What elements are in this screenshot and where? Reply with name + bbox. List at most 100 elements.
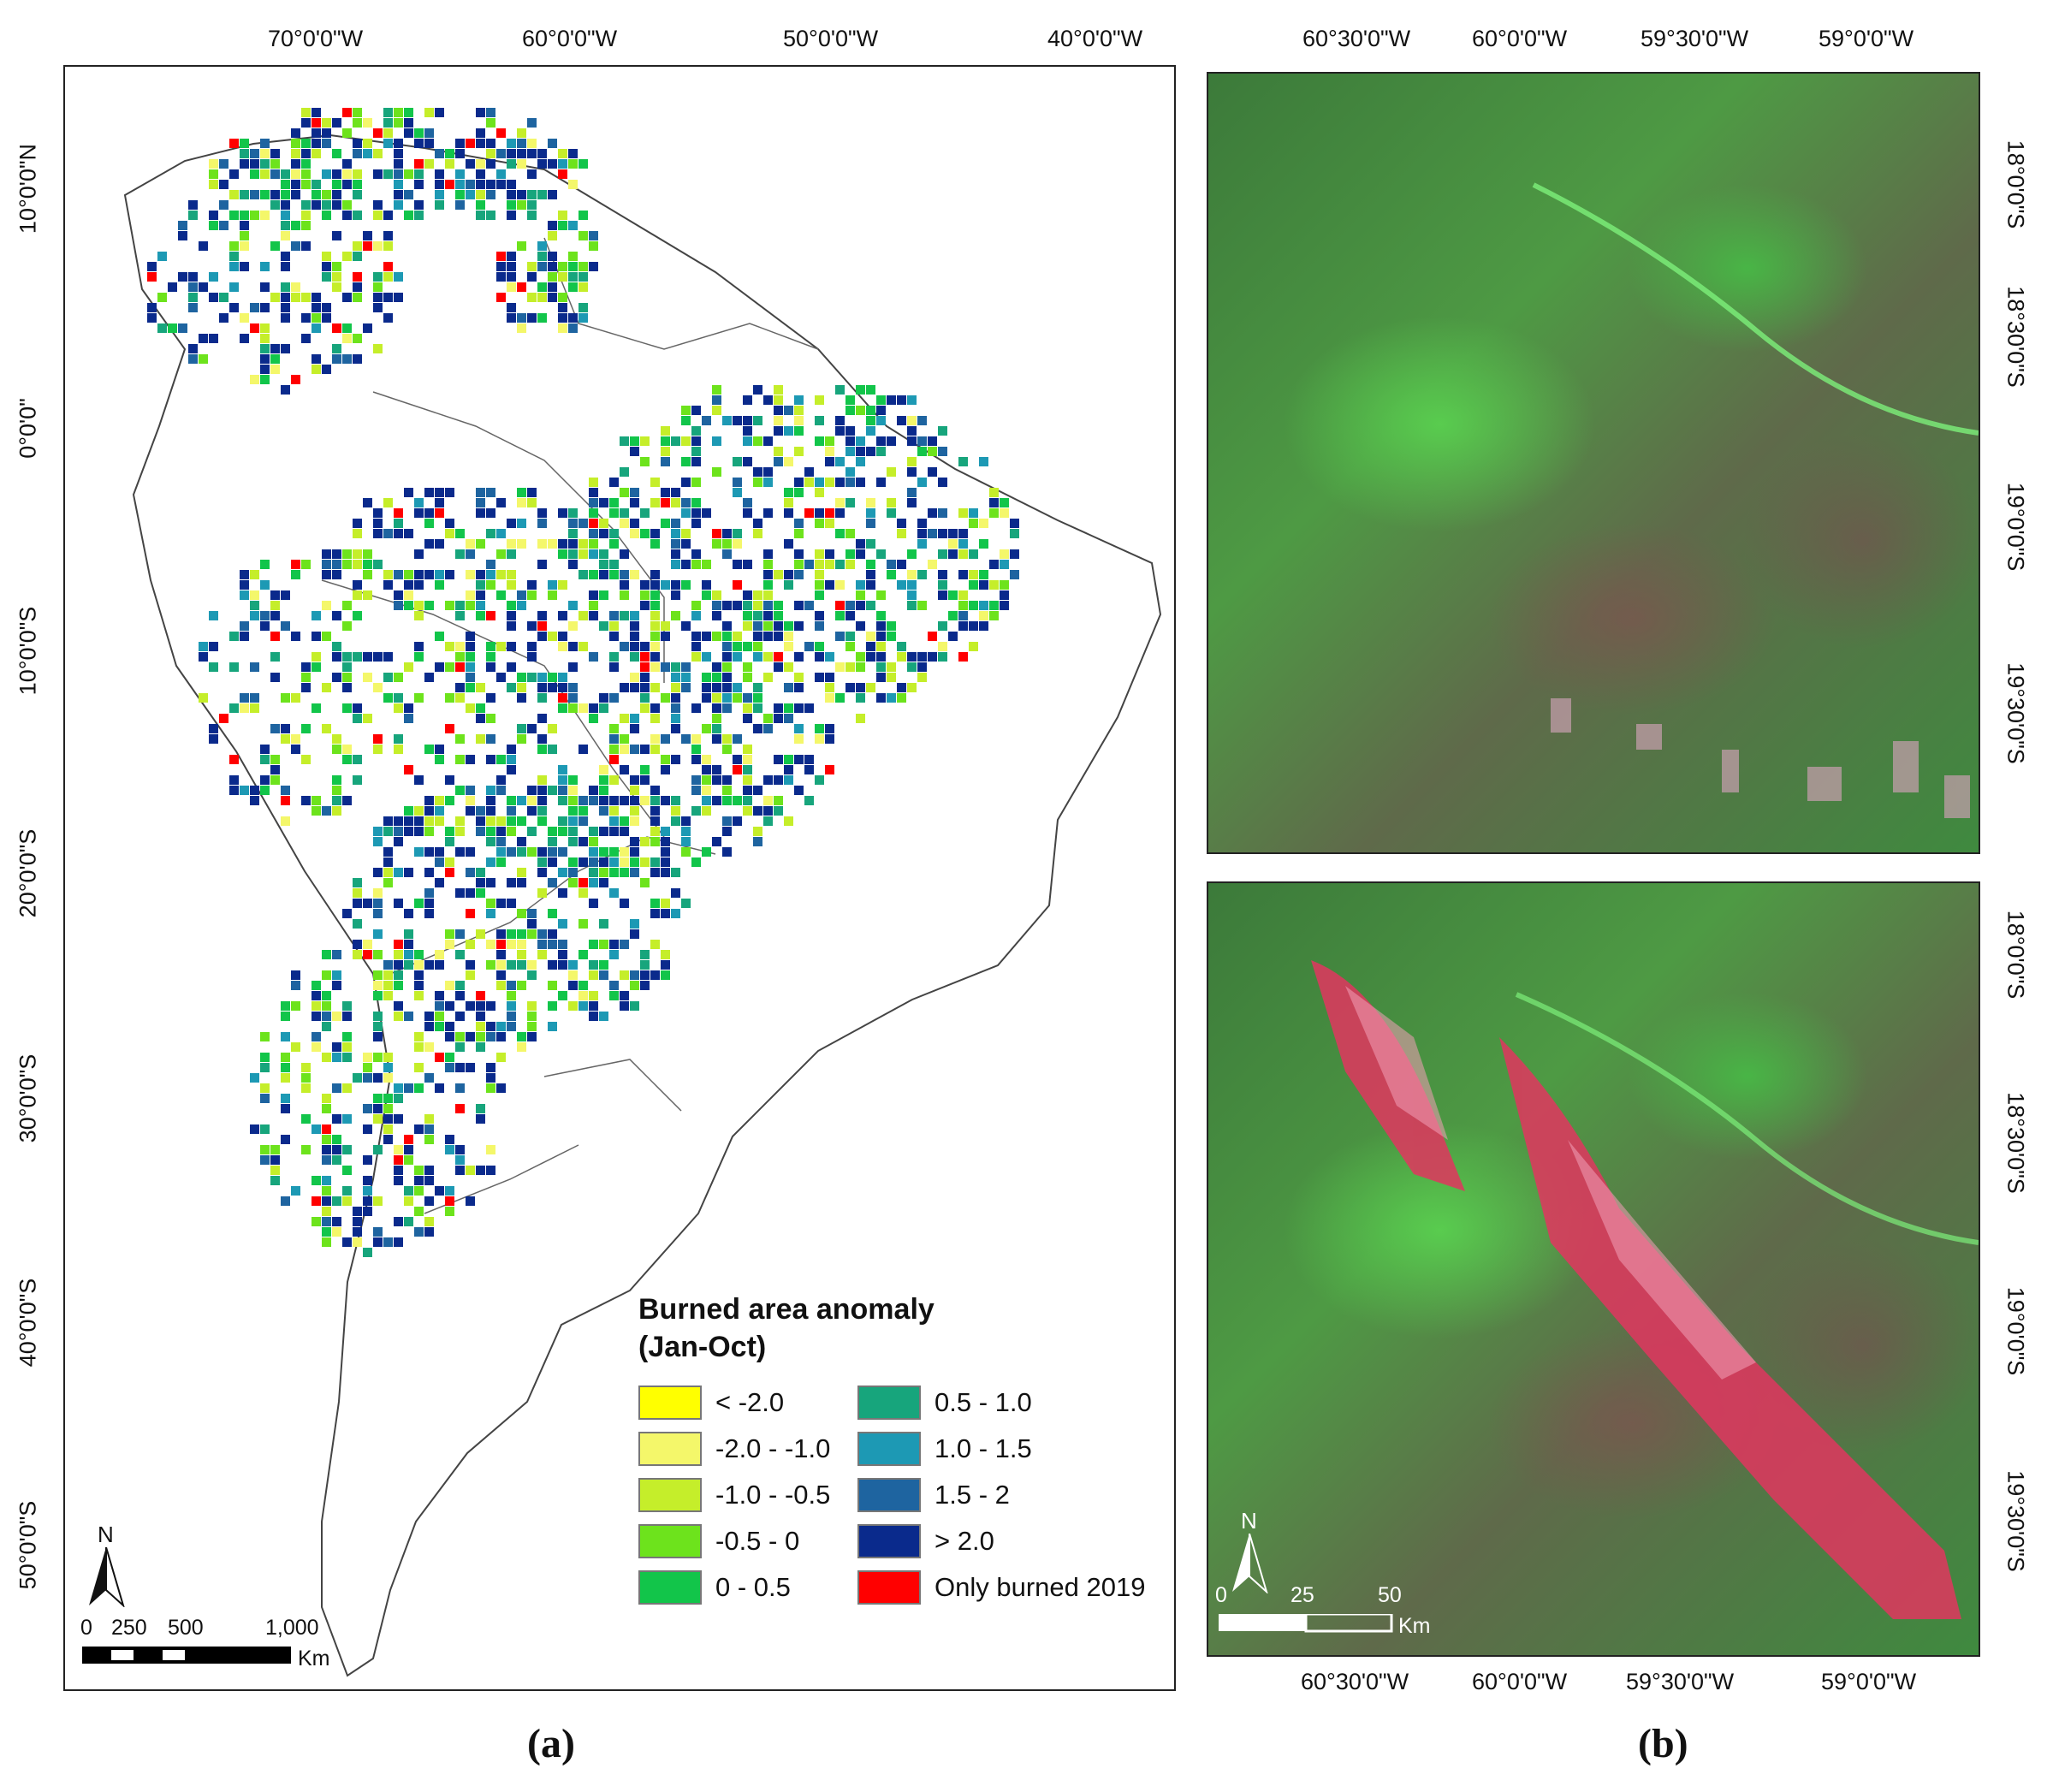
anomaly-cell bbox=[917, 570, 927, 579]
anomaly-cell bbox=[548, 724, 557, 733]
anomaly-cell bbox=[466, 139, 475, 148]
anomaly-cell bbox=[322, 211, 331, 220]
anomaly-cell bbox=[507, 642, 516, 651]
anomaly-cell bbox=[507, 981, 516, 990]
anomaly-cell bbox=[424, 909, 434, 918]
anomaly-cell bbox=[281, 1063, 290, 1072]
anomaly-cell bbox=[435, 180, 444, 189]
anomaly-cell bbox=[620, 436, 629, 446]
anomaly-cell bbox=[671, 662, 680, 672]
anomaly-cell bbox=[301, 293, 311, 302]
anomaly-cell bbox=[455, 1104, 465, 1113]
anomaly-cell bbox=[650, 611, 660, 620]
anomaly-cell bbox=[620, 796, 629, 805]
anomaly-cell bbox=[394, 868, 403, 877]
anomaly-cell bbox=[753, 519, 762, 528]
panel-b-right-tick: 18°0'0"S bbox=[2002, 139, 2029, 229]
anomaly-cell bbox=[496, 970, 506, 980]
anomaly-cell bbox=[969, 519, 978, 528]
anomaly-cell bbox=[260, 786, 270, 795]
anomaly-cell bbox=[537, 313, 547, 323]
anomaly-cell bbox=[620, 940, 629, 949]
anomaly-cell bbox=[301, 724, 311, 733]
anomaly-cell bbox=[620, 570, 629, 579]
anomaly-cell bbox=[342, 1166, 352, 1175]
anomaly-cell bbox=[322, 1207, 331, 1216]
anomaly-cell bbox=[938, 549, 947, 559]
anomaly-cell bbox=[691, 642, 701, 651]
anomaly-cell bbox=[270, 1155, 280, 1165]
anomaly-cell bbox=[394, 590, 403, 600]
anomaly-cell bbox=[383, 108, 393, 117]
anomaly-cell bbox=[476, 180, 485, 189]
anomaly-cell bbox=[794, 447, 804, 456]
anomaly-cell bbox=[1010, 519, 1019, 528]
anomaly-cell bbox=[353, 529, 362, 538]
anomaly-cell bbox=[270, 200, 280, 210]
anomaly-cell bbox=[209, 734, 218, 744]
anomaly-cell bbox=[260, 169, 270, 179]
anomaly-cell bbox=[342, 252, 352, 261]
anomaly-cell bbox=[476, 1001, 485, 1011]
anomaly-cell bbox=[568, 683, 578, 692]
anomaly-cell bbox=[681, 560, 691, 569]
anomaly-cell bbox=[291, 180, 300, 189]
anomaly-cell bbox=[353, 899, 362, 908]
anomaly-cell bbox=[681, 529, 691, 538]
anomaly-cell bbox=[620, 508, 629, 518]
anomaly-cell bbox=[414, 775, 424, 785]
anomaly-cell bbox=[466, 190, 475, 199]
anomaly-cell bbox=[466, 180, 475, 189]
anomaly-cell bbox=[383, 991, 393, 1000]
legend-item: -2.0 - -1.0 bbox=[638, 1431, 830, 1467]
anomaly-cell bbox=[794, 406, 804, 415]
anomaly-cell bbox=[712, 673, 721, 682]
anomaly-cell bbox=[301, 169, 311, 179]
anomaly-cell bbox=[476, 714, 485, 723]
anomaly-cell bbox=[681, 539, 691, 549]
anomaly-cell bbox=[260, 560, 270, 569]
anomaly-cell bbox=[856, 714, 865, 723]
anomaly-cell bbox=[743, 601, 752, 610]
anomaly-cell bbox=[784, 765, 793, 774]
anomaly-cell bbox=[342, 108, 352, 117]
anomaly-cell bbox=[578, 231, 588, 240]
anomaly-cell bbox=[404, 1155, 413, 1165]
anomaly-cell bbox=[548, 139, 557, 148]
anomaly-cell bbox=[568, 868, 578, 877]
anomaly-cell bbox=[661, 827, 670, 836]
anomaly-cell bbox=[568, 601, 578, 610]
anomaly-cell bbox=[702, 683, 711, 692]
anomaly-cell bbox=[568, 272, 578, 282]
anomaly-cell bbox=[537, 693, 547, 703]
anomaly-cell bbox=[763, 652, 773, 662]
anomaly-cell bbox=[507, 211, 516, 220]
anomaly-cell bbox=[496, 529, 506, 538]
anomaly-cell bbox=[383, 570, 393, 579]
anomaly-cell bbox=[404, 190, 413, 199]
anomaly-cell bbox=[414, 1042, 424, 1052]
anomaly-cell bbox=[445, 827, 454, 836]
anomaly-cell bbox=[558, 888, 567, 898]
anomaly-cell bbox=[517, 868, 526, 877]
anomaly-cell bbox=[353, 1217, 362, 1226]
anomaly-cell bbox=[527, 1012, 537, 1021]
anomaly-cell bbox=[630, 1001, 639, 1011]
anomaly-cell bbox=[291, 970, 300, 980]
anomaly-cell bbox=[640, 457, 650, 466]
anomaly-cell bbox=[435, 539, 444, 549]
anomaly-cell bbox=[548, 293, 557, 302]
anomaly-cell bbox=[414, 1176, 424, 1185]
anomaly-cell bbox=[589, 827, 598, 836]
anomaly-cell bbox=[527, 970, 537, 980]
anomaly-cell bbox=[353, 519, 362, 528]
anomaly-cell bbox=[815, 673, 824, 682]
anomaly-cell bbox=[876, 590, 886, 600]
anomaly-cell bbox=[486, 652, 495, 662]
anomaly-cell bbox=[517, 673, 526, 682]
anomaly-cell bbox=[650, 857, 660, 867]
anomaly-cell bbox=[486, 662, 495, 672]
anomaly-cell bbox=[507, 940, 516, 949]
anomaly-cell bbox=[301, 683, 311, 692]
anomaly-cell bbox=[907, 549, 917, 559]
